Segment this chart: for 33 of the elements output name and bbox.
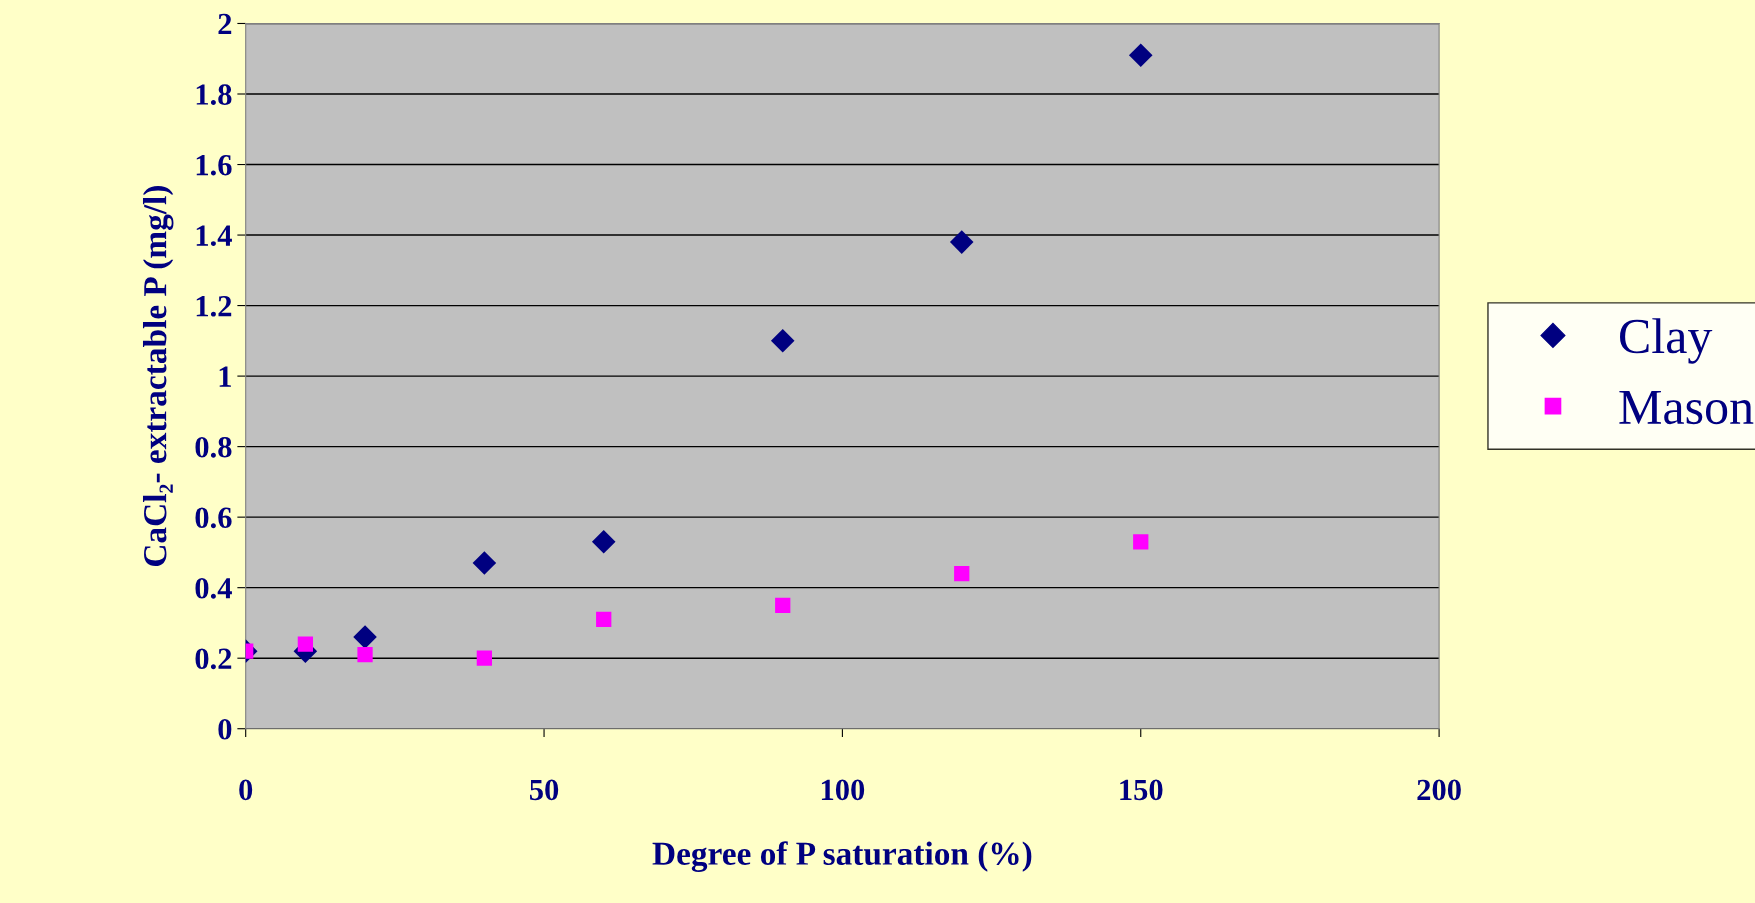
point <box>591 530 616 554</box>
point <box>596 611 612 628</box>
x-tick-label: 150 <box>1120 779 1163 801</box>
point <box>353 625 377 649</box>
legend-label: Mason <box>1619 390 1754 425</box>
y-axis-title: CaCl₂- extractable P (mg/l) <box>142 186 174 566</box>
y-tick-label: 1.6 <box>196 154 232 176</box>
y-tick-label: 1.2 <box>196 295 232 317</box>
y-tick-label: 1.4 <box>196 225 232 247</box>
legend-label: Clay <box>1620 318 1713 364</box>
y-tick-label: 2 <box>218 13 232 35</box>
point <box>949 230 974 254</box>
y-tick-label: 0.6 <box>195 507 232 529</box>
y-tick-label: 1.8 <box>196 84 232 106</box>
point <box>476 650 493 666</box>
point <box>357 647 373 663</box>
y-tick-label: 0.4 <box>195 577 232 599</box>
x-tick-label: 200 <box>1417 779 1461 801</box>
x-tick-label: 0 <box>239 779 253 801</box>
y-tick-label: 0.8 <box>195 436 232 458</box>
x-tick-label: 50 <box>529 779 559 801</box>
point <box>1128 43 1153 67</box>
x-tick-label: 100 <box>821 779 865 801</box>
y-tick-label: 0 <box>218 719 232 740</box>
point <box>297 636 314 652</box>
point <box>472 551 497 575</box>
y-tick-label: 0.2 <box>195 648 232 670</box>
point <box>1133 534 1149 550</box>
x-axis-title: Degree of P saturation (%) <box>652 841 1032 872</box>
point <box>775 597 791 613</box>
point <box>954 565 970 582</box>
point <box>770 329 795 353</box>
y-tick-label: 1 <box>219 366 231 387</box>
